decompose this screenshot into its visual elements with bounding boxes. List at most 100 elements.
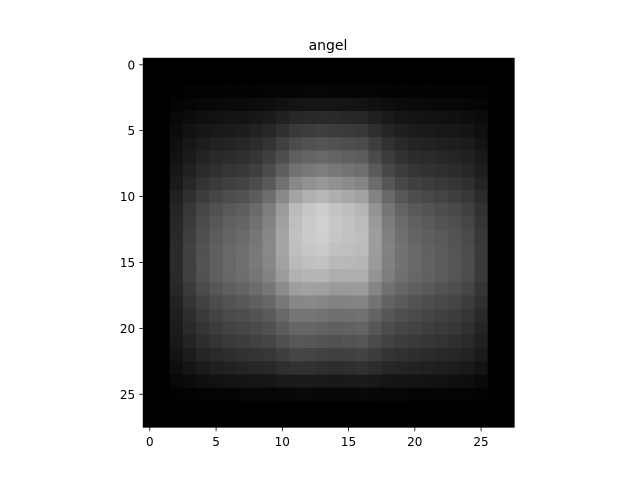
- heatmap-cell: [235, 334, 250, 349]
- heatmap-cell: [474, 58, 489, 72]
- heatmap-cell: [249, 400, 263, 415]
- heatmap-cell: [288, 255, 303, 270]
- heatmap-cell: [156, 189, 171, 204]
- heatmap-cell: [328, 295, 343, 309]
- heatmap-cell: [262, 348, 277, 362]
- heatmap-cell: [368, 203, 383, 217]
- heatmap-cell: [249, 110, 263, 125]
- heatmap-cell: [368, 255, 383, 270]
- heatmap-cell: [262, 216, 277, 230]
- heatmap-cell: [143, 400, 157, 415]
- heatmap-cell: [156, 163, 171, 178]
- heatmap-cell: [288, 84, 303, 99]
- heatmap-cell: [275, 97, 290, 112]
- heatmap-cell: [408, 97, 422, 112]
- heatmap-cell: [461, 124, 475, 138]
- heatmap-cell: [421, 282, 436, 296]
- heatmap-cell: [421, 58, 436, 72]
- heatmap-cell: [368, 348, 383, 362]
- heatmap-cell: [235, 58, 250, 72]
- heatmap-cell: [302, 110, 316, 125]
- heatmap-cell: [182, 163, 197, 178]
- heatmap-cell: [500, 255, 515, 270]
- heatmap-cell: [315, 229, 330, 244]
- heatmap-cell: [235, 255, 250, 270]
- heatmap-cell: [447, 58, 462, 72]
- heatmap-cell: [381, 124, 396, 138]
- heatmap-cell: [196, 124, 210, 138]
- heatmap-cell: [341, 176, 356, 191]
- heatmap-cell: [394, 137, 409, 151]
- heatmap-cell: [474, 334, 489, 349]
- heatmap-cell: [262, 321, 277, 336]
- heatmap-cell: [169, 229, 184, 244]
- heatmap-cell: [408, 84, 422, 99]
- heatmap-cell: [461, 189, 475, 204]
- heatmap-cell: [302, 124, 316, 138]
- heatmap-cell: [341, 348, 356, 362]
- heatmap-cell: [143, 163, 157, 178]
- heatmap-cell: [421, 414, 436, 428]
- heatmap-cell: [355, 361, 369, 375]
- heatmap-cell: [474, 308, 489, 323]
- heatmap-cell: [275, 361, 290, 375]
- heatmap-cell: [288, 176, 303, 191]
- heatmap-cell: [143, 282, 157, 296]
- heatmap-cell: [328, 203, 343, 217]
- heatmap-cell: [461, 58, 475, 72]
- y-tick-label: 25: [120, 388, 135, 402]
- x-axis: 0 5 10 15 20 25: [146, 427, 489, 449]
- heatmap-cell: [315, 321, 330, 336]
- heatmap-cell: [182, 110, 197, 125]
- heatmap-cell: [381, 150, 396, 164]
- heatmap-cell: [196, 229, 210, 244]
- heatmap-cell: [447, 295, 462, 309]
- heatmap-cell: [408, 137, 422, 151]
- heatmap-cell: [341, 255, 356, 270]
- heatmap-cell: [143, 110, 157, 125]
- heatmap-cell: [182, 189, 197, 204]
- heatmap-cell: [196, 308, 210, 323]
- heatmap-cell: [235, 189, 250, 204]
- heatmap-cell: [143, 348, 157, 362]
- heatmap-cell: [500, 321, 515, 336]
- heatmap-cell: [196, 189, 210, 204]
- heatmap-cell: [249, 137, 263, 151]
- heatmap-cell: [209, 374, 224, 389]
- heatmap-cell: [447, 203, 462, 217]
- heatmap-cell: [315, 176, 330, 191]
- heatmap-cell: [249, 58, 263, 72]
- heatmap-cell: [196, 361, 210, 375]
- heatmap-cell: [222, 150, 237, 164]
- heatmap-cell: [408, 150, 422, 164]
- heatmap-cell: [182, 414, 197, 428]
- heatmap-cell: [288, 203, 303, 217]
- heatmap-cell: [235, 84, 250, 99]
- heatmap-cell: [434, 269, 449, 283]
- heatmap-cell: [461, 334, 475, 349]
- heatmap-cell: [381, 400, 396, 415]
- heatmap-cell: [474, 163, 489, 178]
- heatmap-cell: [341, 321, 356, 336]
- heatmap-cell: [434, 124, 449, 138]
- heatmap-cell: [341, 150, 356, 164]
- heatmap-cell: [447, 150, 462, 164]
- heatmap-cell: [169, 71, 184, 85]
- heatmap-cell: [182, 242, 197, 257]
- y-tick-label: 0: [128, 58, 136, 72]
- heatmap-cell: [434, 229, 449, 244]
- heatmap-cell: [421, 387, 436, 402]
- heatmap-cell: [355, 282, 369, 296]
- heatmap-cell: [328, 189, 343, 204]
- heatmap-cell: [288, 269, 303, 283]
- heatmap-cell: [262, 414, 277, 428]
- heatmap-cell: [447, 414, 462, 428]
- heatmap-cell: [275, 269, 290, 283]
- heatmap-cell: [209, 58, 224, 72]
- heatmap-cell: [434, 414, 449, 428]
- heatmap-cell: [302, 163, 316, 178]
- heatmap-cell: [394, 374, 409, 389]
- heatmap-cell: [474, 321, 489, 336]
- heatmap-cell: [474, 84, 489, 99]
- heatmap-cell: [156, 308, 171, 323]
